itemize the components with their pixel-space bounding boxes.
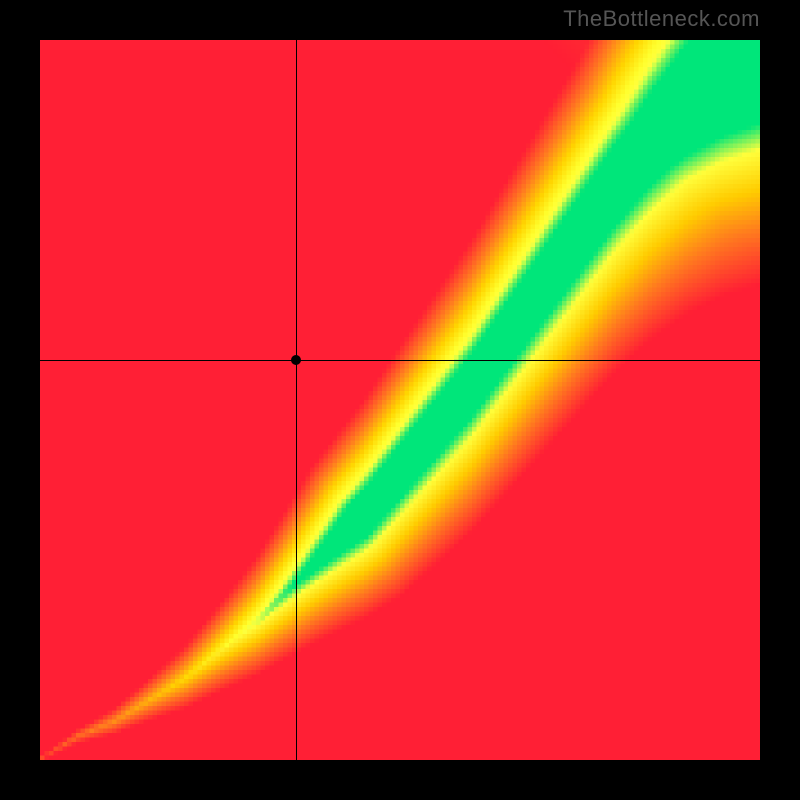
watermark-text: TheBottleneck.com <box>563 6 760 32</box>
crosshair-marker <box>291 355 301 365</box>
bottleneck-heatmap <box>40 40 760 760</box>
crosshair-horizontal <box>40 360 760 361</box>
crosshair-vertical <box>296 40 297 760</box>
plot-area <box>40 40 760 760</box>
chart-container: TheBottleneck.com <box>0 0 800 800</box>
